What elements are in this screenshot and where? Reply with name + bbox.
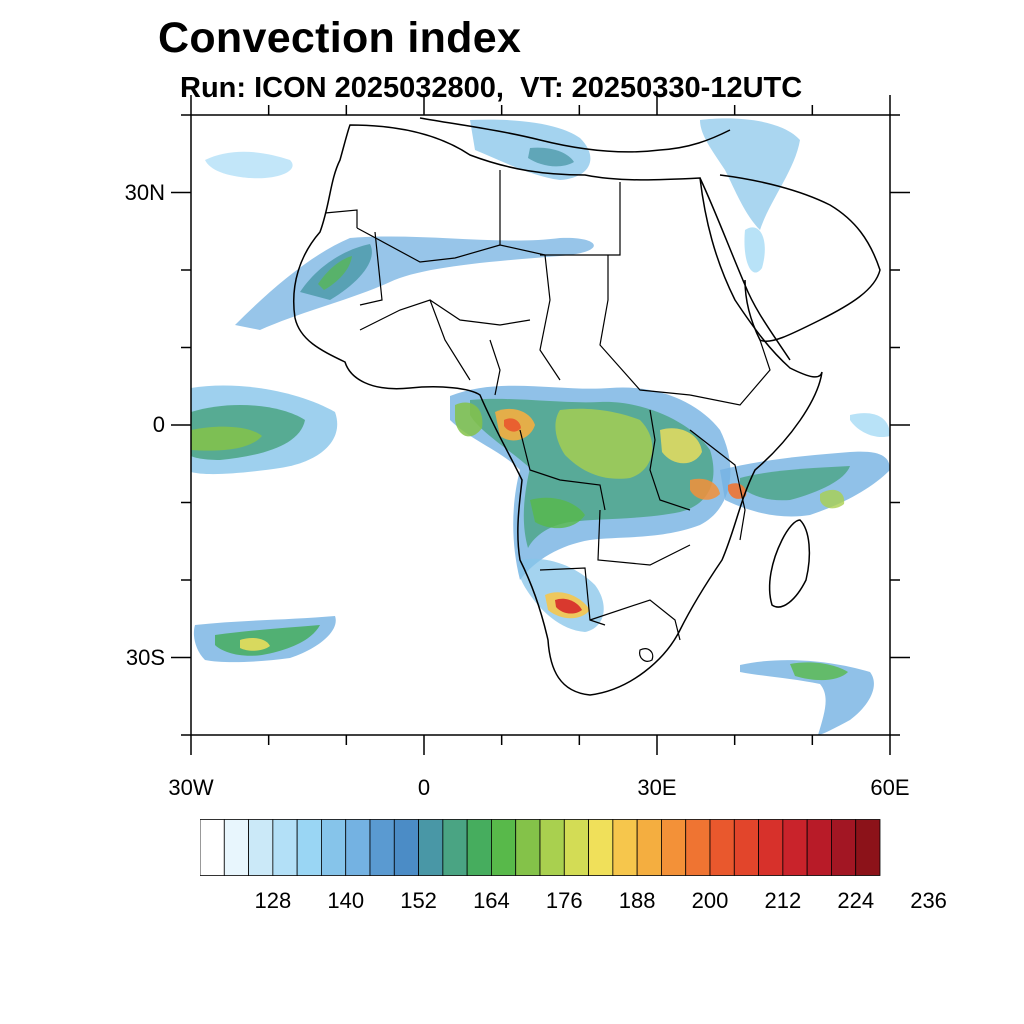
colorbar-swatch: [636, 819, 662, 876]
border-libya-west: [499, 170, 546, 256]
colorbar-swatch: [491, 819, 517, 876]
colorbar-label: 188: [618, 888, 656, 913]
border-mauritania-mali: [359, 231, 383, 306]
border-drc-west: [519, 429, 606, 511]
border-tanzania: [689, 429, 746, 541]
field-namibia-core: [555, 598, 582, 614]
border-namibia: [539, 567, 606, 626]
field-angola-patch: [530, 497, 585, 529]
colorbar: [200, 819, 881, 876]
colorbar-swatch: [200, 819, 225, 876]
border-nigeria-cameroon: [489, 339, 501, 396]
field-east-streak-tip: [820, 489, 845, 509]
field-atlantic-band-inner: [191, 426, 262, 451]
coastlines: [293, 117, 881, 696]
colorbar-label: 152: [400, 888, 437, 913]
field-sahara-band: [235, 236, 594, 330]
border-sudan-south: [599, 255, 691, 396]
axis-ticks: [171, 95, 910, 755]
colorbar-swatch: [345, 819, 371, 876]
border-lesotho: [639, 648, 654, 662]
convection-field: [191, 118, 890, 735]
colorbar-swatch: [685, 819, 711, 876]
colorbar-swatch: [515, 819, 541, 876]
border-zambia-angola: [597, 509, 691, 566]
colorbar-label: 164: [473, 888, 510, 913]
chart-title: Convection index: [158, 14, 522, 62]
colorbar-swatch: [831, 819, 857, 876]
colorbar-swatch: [272, 819, 298, 876]
border-chad-sudan: [539, 254, 561, 381]
colorbar-swatch: [563, 819, 589, 876]
colorbar-swatch: [369, 819, 395, 876]
field-south-indian-core: [790, 662, 848, 681]
border-drc-east: [649, 409, 691, 511]
field-gabon-hotspot-core: [504, 418, 521, 432]
colorbar-label: 224: [837, 888, 875, 913]
lon-label: 60E: [870, 775, 910, 800]
field-central-africa-lime: [555, 408, 653, 479]
field-middle-east: [700, 118, 800, 230]
colorbar-swatch: [321, 819, 347, 876]
colorbar-swatch: [223, 819, 249, 876]
lon-label: 0: [417, 775, 431, 800]
field-lake-victoria-area: [660, 428, 702, 464]
colorbar-swatch: [806, 819, 832, 876]
country-borders: [324, 170, 771, 662]
lat-label: 0: [152, 412, 165, 437]
colorbar-label: 128: [254, 888, 292, 913]
lon-label: 30E: [637, 775, 677, 800]
field-east-coast: [850, 413, 890, 438]
lat-label: 30S: [125, 644, 165, 670]
colorbar-label: 212: [764, 888, 802, 913]
border-algeria-mali: [356, 227, 501, 263]
chart-subtitle: Run: ICON 2025032800, VT: 20250330-12UTC: [180, 72, 803, 104]
lon-label: 30W: [168, 775, 214, 800]
colorbar-swatch: [612, 819, 638, 876]
colorbar-label: 140: [327, 888, 365, 913]
border-west-africa: [359, 299, 471, 381]
colorbar-label: 236: [910, 888, 947, 913]
colorbar-label: 176: [545, 888, 583, 913]
field-south-indian: [740, 660, 874, 735]
border-botswana: [589, 599, 681, 641]
field-med-core: [528, 147, 574, 167]
colorbar-swatch: [539, 819, 565, 876]
madagascar: [768, 519, 811, 608]
border-niger-nigeria: [429, 299, 531, 326]
field-sahara-band-green: [318, 256, 352, 290]
border-libya-egypt: [540, 182, 621, 256]
field-north-atlantic: [205, 151, 293, 179]
colorbar-swatch: [733, 819, 759, 876]
colorbar-swatch: [248, 819, 274, 876]
colorbar-swatch: [442, 819, 468, 876]
colorbar-swatch: [296, 819, 322, 876]
field-arabia-strip: [744, 227, 765, 273]
border-west-sahara: [324, 209, 358, 228]
lat-label: 30N: [124, 179, 165, 205]
colorbar-swatch: [758, 819, 784, 876]
arabia-coast: [719, 174, 881, 342]
colorbar-swatch: [661, 819, 687, 876]
colorbar-swatch: [782, 819, 808, 876]
field-south-atlantic-hot: [240, 638, 270, 651]
colorbar-swatch: [393, 819, 419, 876]
colorbar-swatch: [466, 819, 492, 876]
border-ethiopia: [689, 339, 771, 406]
colorbar-swatch: [418, 819, 444, 876]
colorbar-swatch: [709, 819, 735, 876]
mediterranean-north: [419, 117, 731, 153]
colorbar-label: 200: [691, 888, 729, 913]
colorbar-swatch: [855, 819, 881, 876]
colorbar-swatch: [588, 819, 614, 876]
field-cameroon-patch: [455, 402, 483, 437]
field-tanzania-hotspot: [690, 478, 720, 500]
field-indian-ocean-core: [740, 466, 850, 501]
